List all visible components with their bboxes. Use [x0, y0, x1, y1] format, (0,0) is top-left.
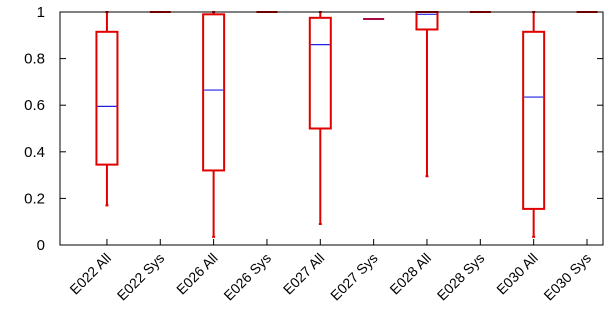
y-tick-label: 0.2	[24, 190, 45, 207]
x-category-label: E026 Sys	[220, 250, 274, 304]
y-tick-label: 0.4	[24, 144, 45, 161]
y-tick-label: 0.8	[24, 51, 45, 68]
x-category-label: E022 All	[66, 250, 114, 298]
iqr-box	[95, 30, 119, 166]
y-tick-label: 0.6	[24, 97, 45, 114]
box-series	[95, 11, 598, 238]
x-category-label: E030 All	[493, 250, 541, 298]
plot-frame	[59, 11, 604, 246]
x-category-label: E028 All	[386, 250, 434, 298]
x-category-label: E022 Sys	[114, 250, 168, 304]
box-e026-all	[202, 11, 226, 238]
y-tick-label: 0	[37, 237, 45, 254]
x-axis: E022 All E022 Sys E026 All E026 Sys E027 All…	[66, 239, 594, 304]
x-category-label: E028 Sys	[434, 250, 488, 304]
y-axis: 0 0.2 0.4 0.6 0.8 1	[24, 4, 603, 254]
box-e027-all	[308, 11, 332, 226]
y-tick-label: 1	[37, 4, 45, 21]
x-category-label: E026 All	[173, 250, 221, 298]
box-e022-all	[95, 11, 119, 207]
iqr-box	[522, 30, 546, 210]
iqr-box	[202, 13, 226, 172]
box-e030-all	[522, 11, 546, 238]
iqr-box	[308, 16, 332, 130]
x-category-label: E030 Sys	[540, 250, 594, 304]
box-e028-all	[415, 11, 439, 178]
x-category-label: E027 Sys	[327, 250, 381, 304]
x-category-label: E027 All	[280, 250, 328, 298]
